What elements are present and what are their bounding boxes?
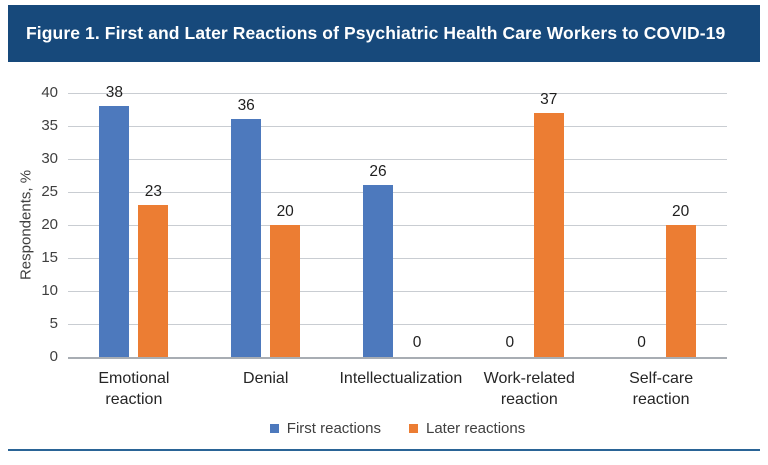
- bar-later-reactions-self-care-reaction: [665, 225, 696, 357]
- data-label-later-reactions-self-care-reaction: 20: [671, 203, 690, 220]
- y-tick-label-25: 25: [41, 183, 58, 200]
- figure-title: Figure 1. First and Later Reactions of P…: [26, 22, 726, 43]
- gridline-5: [68, 324, 727, 325]
- y-tick-label-40: 40: [41, 84, 58, 101]
- y-tick-label-20: 20: [41, 216, 58, 233]
- x-category-denial: Denial: [200, 368, 332, 389]
- data-label-later-reactions-emotional-reaction: 23: [144, 183, 163, 201]
- legend-item-later-reactions: Later reactions: [408, 420, 526, 437]
- bar-chart: Respondents, % 38 23 36 20 26 0 0 37 0 20 0 5 10 15 2…: [0, 62, 768, 450]
- bar-later-reactions-emotional-reaction: [138, 205, 169, 357]
- x-category-work-related-reaction: Work-related reaction: [463, 368, 595, 410]
- legend-item-first-reactions: First reactions: [269, 420, 381, 437]
- gridline-25: [68, 192, 727, 193]
- y-tick-label-5: 5: [49, 315, 58, 332]
- gridline-15: [68, 258, 727, 259]
- plot-area: 38 23 36 20 26 0 0 37 0 20: [68, 84, 727, 359]
- x-category-label: Self-care reaction: [629, 370, 694, 409]
- legend-label: First reactions: [286, 420, 381, 437]
- gridline-10: [68, 291, 727, 292]
- x-category-label: Intellectualization: [339, 370, 463, 387]
- x-category-emotional-reaction: Emotional reaction: [68, 368, 200, 410]
- figure-title-bar: Figure 1. First and Later Reactions of P…: [8, 5, 760, 62]
- x-category-label: Denial: [243, 370, 289, 387]
- x-category-label: Work-related reaction: [483, 370, 575, 409]
- bar-later-reactions-work-related-reaction: [533, 112, 564, 357]
- data-label-first-reactions-denial: 36: [237, 97, 255, 115]
- gridline-20: [68, 225, 727, 226]
- data-label-first-reactions-work-related-reaction: 0: [505, 334, 515, 351]
- legend-swatch-icon: [269, 424, 279, 433]
- data-label-first-reactions-self-care-reaction: 0: [637, 334, 646, 351]
- y-tick-label-0: 0: [49, 348, 58, 365]
- gridline-30: [68, 159, 727, 160]
- data-label-first-reactions-intellectualization: 26: [369, 163, 387, 181]
- x-category-label: Emotional reaction: [98, 370, 170, 409]
- gridline-40: [68, 93, 727, 94]
- data-label-later-reactions-denial: 20: [276, 203, 294, 220]
- x-category-self-care-reaction: Self-care reaction: [595, 368, 727, 410]
- legend: First reactions Later reactions: [68, 420, 727, 437]
- bar-first-reactions-intellectualization: [363, 185, 393, 357]
- y-tick-label-35: 35: [41, 117, 58, 134]
- legend-swatch-icon: [408, 424, 418, 433]
- gridline-35: [68, 126, 727, 127]
- gridline-0: [68, 357, 727, 359]
- bottom-divider: [8, 449, 760, 451]
- x-category-intellectualization: Intellectualization: [332, 368, 464, 389]
- data-label-later-reactions-intellectualization: 0: [412, 334, 422, 351]
- y-tick-label-30: 30: [41, 150, 58, 167]
- bar-later-reactions-denial: [270, 225, 301, 357]
- legend-label: Later reactions: [425, 420, 526, 437]
- data-label-later-reactions-work-related-reaction: 37: [540, 90, 558, 108]
- bar-first-reactions-denial: [231, 119, 262, 357]
- data-label-first-reactions-emotional-reaction: 38: [105, 84, 124, 102]
- y-tick-label-10: 10: [41, 282, 58, 299]
- y-tick-label-15: 15: [41, 249, 58, 266]
- bar-first-reactions-emotional-reaction: [99, 106, 130, 357]
